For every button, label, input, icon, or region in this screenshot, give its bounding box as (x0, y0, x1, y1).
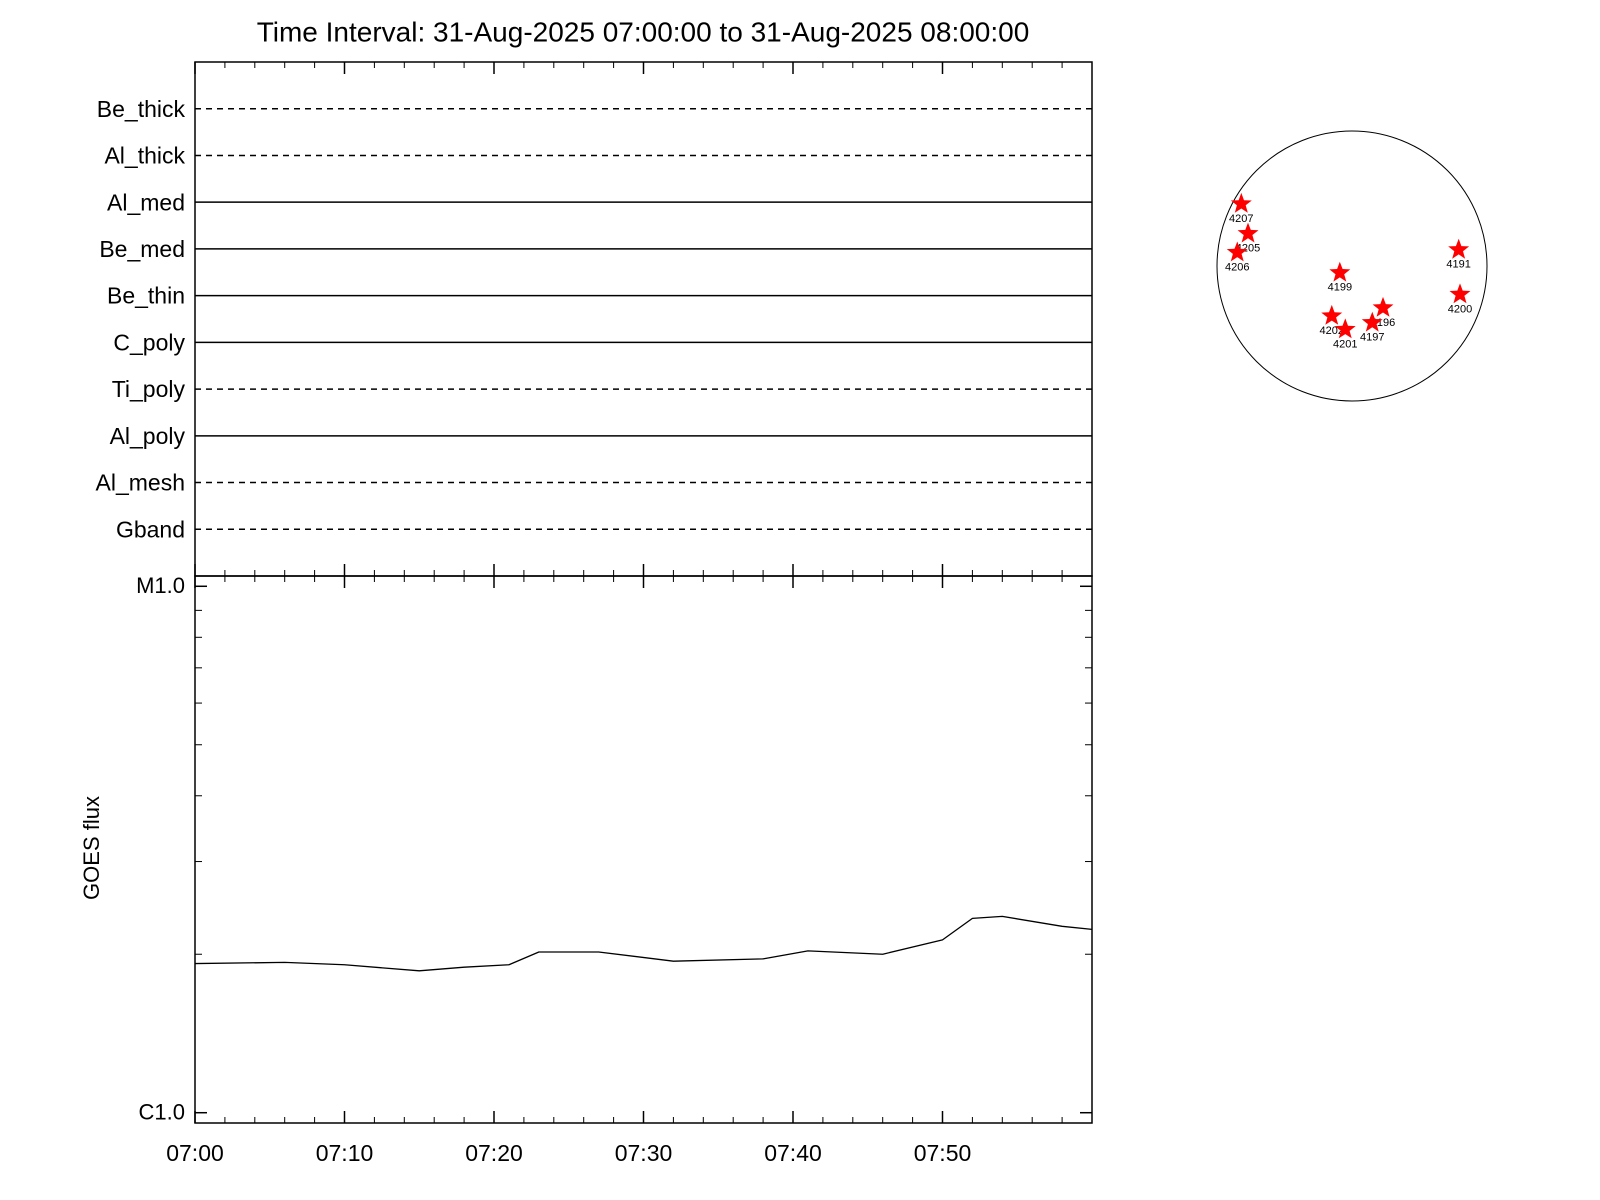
panel-frame (194, 575, 1093, 1124)
active-region-marker (1334, 318, 1356, 339)
detector-label: C_poly (113, 329, 185, 355)
active-region-label: 4206 (1225, 261, 1249, 273)
detector-label: Be_thin (107, 283, 185, 309)
x-tick-label: 07:50 (914, 1140, 972, 1166)
detector-label: Al_poly (110, 423, 186, 449)
active-region-label: 4199 (1328, 282, 1352, 294)
solar-disk (1216, 130, 1488, 402)
detector-label: Al_thick (104, 143, 185, 169)
active-region-marker (1448, 238, 1470, 259)
active-region-marker (1226, 241, 1248, 262)
active-region-label: 4197 (1360, 332, 1384, 344)
active-region-label: 4200 (1448, 303, 1472, 315)
detector-label: Al_med (107, 189, 185, 215)
x-tick-label: 07:00 (166, 1140, 224, 1166)
y-tick-label: C1.0 (139, 1100, 185, 1125)
panel-frame (194, 61, 1093, 577)
active-region-marker (1230, 192, 1252, 213)
detector-label: Al_mesh (96, 470, 185, 496)
x-tick-label: 07:20 (465, 1140, 523, 1166)
chart-title: Time Interval: 31-Aug-2025 07:00:00 to 3… (257, 16, 1030, 47)
active-region-marker (1372, 296, 1394, 317)
goes-flux-line (194, 915, 1093, 972)
y-axis-label: GOES flux (79, 796, 104, 900)
detector-label: Be_thick (97, 96, 186, 122)
active-region-marker (1361, 311, 1383, 332)
active-region-marker (1329, 261, 1351, 282)
x-tick-label: 07:30 (615, 1140, 673, 1166)
detector-label: Ti_poly (112, 376, 186, 402)
active-region-marker (1449, 283, 1471, 304)
active-region-marker (1321, 304, 1343, 325)
detector-label: Gband (116, 516, 185, 542)
x-tick-label: 07:40 (764, 1140, 822, 1166)
active-region-label: 4191 (1446, 259, 1470, 271)
active-region-label: 4207 (1229, 213, 1253, 225)
y-tick-label: M1.0 (136, 573, 185, 598)
x-tick-label: 07:10 (316, 1140, 374, 1166)
active-region-marker (1237, 222, 1259, 243)
active-region-label: 4201 (1333, 338, 1357, 350)
detector-label: Be_med (99, 236, 185, 262)
